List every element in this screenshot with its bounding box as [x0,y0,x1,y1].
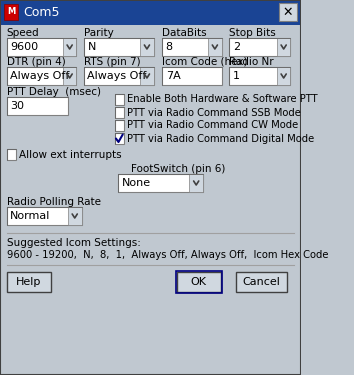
Bar [63,67,76,85]
Text: Enable Both Hardware & Software PTT: Enable Both Hardware & Software PTT [126,94,317,105]
Bar [115,107,124,118]
Text: DataBits: DataBits [162,28,207,38]
Text: Icom Code (hex): Icom Code (hex) [162,57,248,67]
Bar [7,38,76,56]
Bar [68,207,81,225]
Bar [63,38,76,56]
Text: Allow ext interrupts: Allow ext interrupts [19,150,121,159]
Text: OK: OK [191,277,207,287]
Bar [1,1,300,25]
Text: Radio Polling Rate: Radio Polling Rate [7,197,101,207]
Text: Suggested Icom Settings:: Suggested Icom Settings: [7,238,141,248]
Bar [236,272,287,292]
Text: N: N [87,42,96,52]
Text: RTS (pin 7): RTS (pin 7) [84,57,141,67]
Bar [279,3,297,21]
Bar [84,67,154,85]
Bar [115,133,124,144]
Bar [140,38,154,56]
Text: 2: 2 [233,42,240,52]
Bar [118,174,203,192]
Bar [7,97,68,115]
Text: Speed: Speed [7,28,39,38]
Bar [277,38,291,56]
Bar [229,38,291,56]
Text: Normal: Normal [10,211,51,221]
Text: Radio Nr: Radio Nr [229,57,274,67]
Text: ✕: ✕ [282,6,293,18]
Text: 7A: 7A [166,71,180,81]
Bar [162,67,222,85]
Text: M: M [7,8,15,16]
Text: PTT via Radio Command SSB Mode: PTT via Radio Command SSB Mode [126,108,301,117]
Bar [277,67,291,85]
Text: 1: 1 [233,71,240,81]
Text: 8: 8 [166,42,173,52]
Bar [7,67,76,85]
Bar [176,271,222,293]
Text: 9600: 9600 [10,42,38,52]
Bar [177,272,221,292]
Bar [189,174,203,192]
Text: PTT via Radio Command CW Mode: PTT via Radio Command CW Mode [126,120,298,130]
Text: DTR (pin 4): DTR (pin 4) [7,57,65,67]
Text: 30: 30 [10,101,24,111]
Text: Help: Help [16,277,41,287]
Bar [208,38,222,56]
Bar [162,38,222,56]
Bar [140,67,154,85]
Bar [84,38,154,56]
Bar [115,120,124,131]
Text: 9600 - 19200,  N,  8,  1,  Always Off, Always Off,  Icom Hex Code: 9600 - 19200, N, 8, 1, Always Off, Alway… [7,250,328,260]
Bar [4,4,18,20]
Text: Always Off: Always Off [87,71,147,81]
Bar [7,149,16,160]
Text: PTT via Radio Command Digital Mode: PTT via Radio Command Digital Mode [126,134,314,144]
Text: Always Off: Always Off [10,71,70,81]
Bar [7,272,51,292]
Text: FootSwitch (pin 6): FootSwitch (pin 6) [131,164,225,174]
Text: Stop Bits: Stop Bits [229,28,276,38]
Text: Com5: Com5 [23,6,59,20]
Text: None: None [121,178,150,188]
Text: Parity: Parity [84,28,114,38]
Text: PTT Delay  (msec): PTT Delay (msec) [7,87,101,97]
Bar [115,94,124,105]
Bar [7,207,81,225]
Bar [229,67,291,85]
Text: Cancel: Cancel [242,277,280,287]
